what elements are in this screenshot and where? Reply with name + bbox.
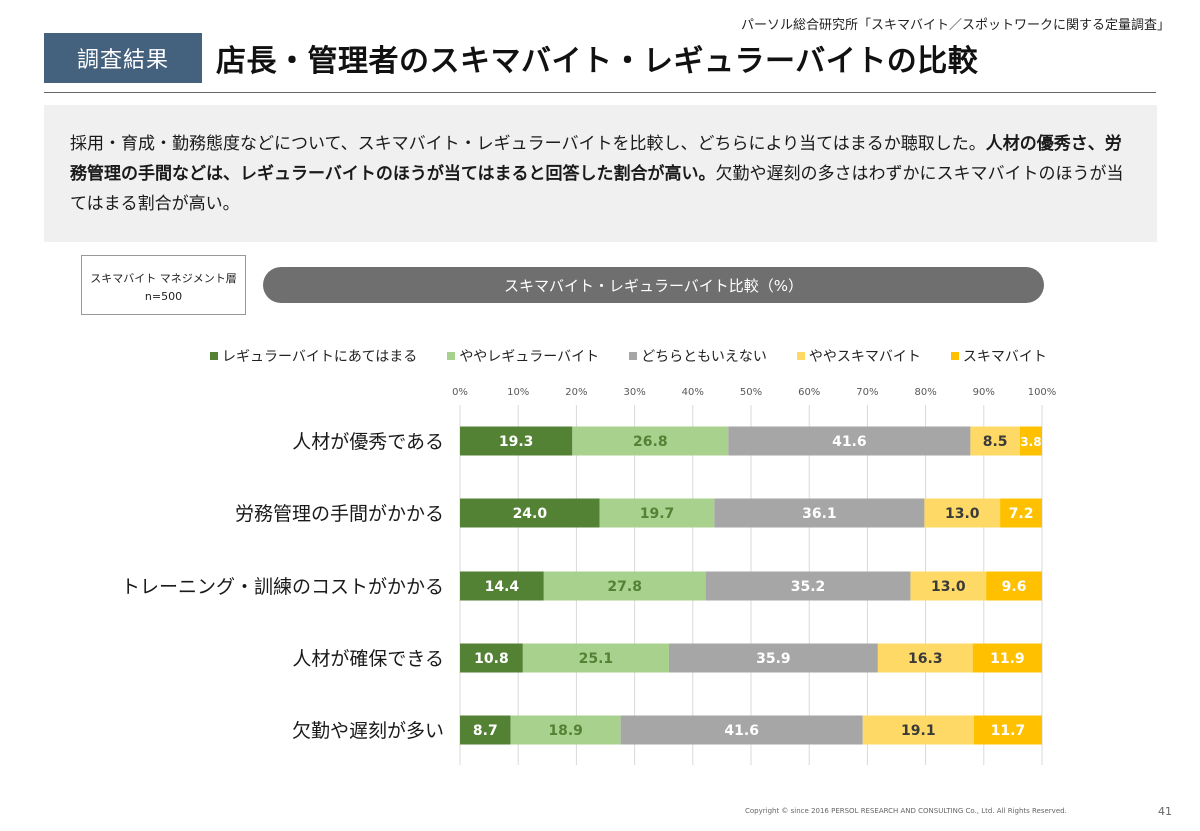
bar-segment <box>714 498 925 528</box>
bar-segment <box>972 643 1042 673</box>
data-label: 24.0 <box>513 506 548 522</box>
data-label: 35.9 <box>756 651 791 667</box>
legend-item-2: どちらともいえない <box>629 346 767 366</box>
data-label: 19.1 <box>901 723 936 739</box>
page-title: 店長・管理者のスキマバイト・レギュラーバイトの比較 <box>216 44 979 79</box>
legend-label-0: レギュラーバイトにあてはまる <box>222 349 418 365</box>
page-number: 41 <box>1158 805 1172 818</box>
x-tick-label: 10% <box>507 387 529 398</box>
section-badge: 調査結果 <box>44 33 202 83</box>
bar-segment <box>728 426 971 456</box>
bar-segment <box>572 426 729 456</box>
category-label: 欠勤や遅刻が多い <box>292 720 444 742</box>
x-tick-label: 80% <box>914 387 936 398</box>
x-tick-label: 30% <box>623 387 645 398</box>
sample-info-box: スキマバイト マネジメント層 n=500 <box>81 255 246 315</box>
data-label: 10.8 <box>474 651 509 667</box>
category-label: トレーニング・訓練のコストがかかる <box>121 576 444 598</box>
chart-title: スキマバイト・レギュラーバイト比較（%） <box>263 267 1044 303</box>
x-tick-label: 50% <box>740 387 762 398</box>
title-divider <box>44 92 1156 93</box>
data-label: 18.9 <box>548 723 583 739</box>
data-label: 35.2 <box>791 579 826 595</box>
x-tick-label: 40% <box>682 387 704 398</box>
bar-segment <box>1019 426 1042 456</box>
x-tick-label: 0% <box>452 387 468 398</box>
sample-label: スキマバイト マネジメント層 <box>90 272 237 285</box>
bar-segment <box>460 426 573 456</box>
bar-segment <box>862 715 974 745</box>
data-label: 13.0 <box>945 506 980 522</box>
chart-legend: レギュラーバイトにあてはまる ややレギュラーバイト どちらともいえない ややスキマバイ… <box>210 346 1047 366</box>
data-label: 27.8 <box>607 579 642 595</box>
sample-size: n=500 <box>144 290 183 303</box>
legend-swatch-2 <box>629 352 638 360</box>
bar-segment <box>543 571 706 601</box>
copyright-text: Copyright © since 2016 PERSOL RESEARCH A… <box>745 807 1067 815</box>
summary-text-3: 欠勤や遅刻の多さはわずかにスキマバイトのほうが当てはまる割合が高い。 <box>70 164 1124 214</box>
bar-segment <box>1000 498 1042 528</box>
legend-item-0: レギュラーバイトにあてはまる <box>210 346 417 366</box>
bar-segment <box>460 715 511 745</box>
data-label: 36.1 <box>802 506 837 522</box>
data-label: 3.8 <box>1020 435 1041 449</box>
data-label: 19.7 <box>640 506 675 522</box>
bar-segment <box>970 426 1020 456</box>
category-label: 人材が確保できる <box>292 648 444 670</box>
bar-segment <box>460 498 600 528</box>
data-label: 8.7 <box>473 723 498 739</box>
legend-label-1: ややレギュラーバイト <box>459 349 600 365</box>
data-label: 11.9 <box>990 651 1025 667</box>
x-tick-label: 90% <box>973 387 995 398</box>
legend-swatch-1 <box>447 352 456 360</box>
legend-item-3: ややスキマバイト <box>796 346 921 366</box>
bar-segment <box>620 715 863 745</box>
category-label: 労務管理の手間がかかる <box>235 503 444 525</box>
data-label: 41.6 <box>832 434 867 450</box>
x-tick-label: 60% <box>798 387 820 398</box>
legend-item-4: スキマバイト <box>950 346 1047 366</box>
source-citation: パーソル総合研究所「スキマバイト／スポットワークに関する定量調査」 <box>740 18 1170 33</box>
bar-segment <box>910 571 987 601</box>
summary-box: 採用・育成・勤務態度などについて、スキマバイト・レギュラーバイトを比較し、どちら… <box>44 105 1157 242</box>
legend-label-2: どちらともいえない <box>641 349 767 365</box>
summary-text-1: 採用・育成・勤務態度などについて、スキマバイト・レギュラーバイトを比較し、どちら… <box>70 134 986 154</box>
data-label: 11.7 <box>991 723 1026 739</box>
bar-segment <box>668 643 878 673</box>
bar-segment <box>973 715 1042 745</box>
legend-label-4: スキマバイト <box>962 349 1047 365</box>
bar-segment <box>510 715 621 745</box>
category-label: 人材が優秀である <box>292 431 444 453</box>
legend-swatch-4 <box>950 352 959 360</box>
data-label: 19.3 <box>499 434 534 450</box>
legend-swatch-0 <box>210 352 218 360</box>
bar-segment <box>460 571 544 601</box>
data-label: 16.3 <box>908 651 943 667</box>
bar-segment <box>924 498 1001 528</box>
legend-item-1: ややレギュラーバイト <box>447 346 599 366</box>
bar-segment <box>705 571 911 601</box>
data-label: 41.6 <box>724 723 759 739</box>
x-tick-label: 70% <box>856 387 878 398</box>
x-tick-label: 100% <box>1028 387 1057 398</box>
x-tick-label: 20% <box>565 387 587 398</box>
data-label: 8.5 <box>983 434 1008 450</box>
data-label: 14.4 <box>485 579 520 595</box>
data-label: 25.1 <box>579 651 614 667</box>
bar-segment <box>986 571 1042 601</box>
summary-text-bold: 人材の優秀さ、労務管理の手間などは、レギュラーバイトのほうが当てはまると回答した… <box>70 134 1122 184</box>
bar-segment <box>460 643 523 673</box>
bar-segment <box>877 643 973 673</box>
data-label: 13.0 <box>931 579 966 595</box>
data-label: 26.8 <box>633 434 668 450</box>
data-label: 7.2 <box>1009 506 1034 522</box>
legend-label-3: ややスキマバイト <box>808 349 921 365</box>
legend-swatch-3 <box>796 352 805 360</box>
data-label: 9.6 <box>1002 579 1027 595</box>
bar-segment <box>599 498 715 528</box>
bar-segment <box>522 643 669 673</box>
